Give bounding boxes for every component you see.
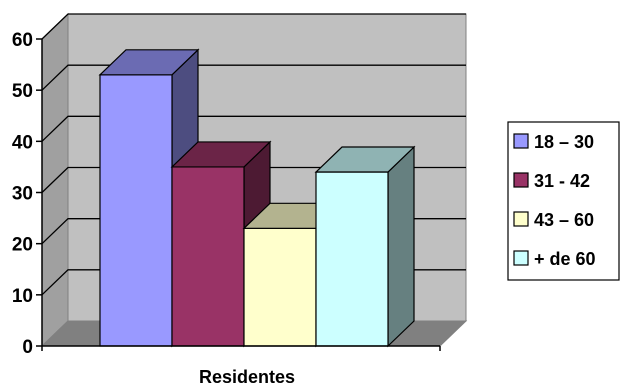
gridline xyxy=(41,13,466,40)
legend-label: 43 – 60 xyxy=(534,210,594,230)
bar-front-face xyxy=(315,171,389,347)
y-tick-label: 50 xyxy=(12,81,33,102)
legend-swatch xyxy=(513,133,529,149)
y-tick-label: 40 xyxy=(12,132,33,153)
bar-front-face xyxy=(171,166,245,347)
legend-item: + de 60 xyxy=(513,249,596,269)
legend-item: 18 – 30 xyxy=(513,132,594,152)
legend-swatch xyxy=(513,172,529,188)
legend-item: 43 – 60 xyxy=(513,210,594,230)
legend-label: 31 - 42 xyxy=(534,171,590,191)
category-label: Residentes xyxy=(199,367,295,387)
bar-4 xyxy=(314,145,416,348)
x-axis: Residentes xyxy=(41,345,441,387)
gridline xyxy=(41,115,466,142)
legend-swatch xyxy=(513,211,529,227)
bar-front-face xyxy=(243,227,317,347)
bar-top-face xyxy=(170,141,272,168)
bar-front-face xyxy=(99,74,173,347)
y-tick-label: 60 xyxy=(12,30,33,51)
y-tick-label: 20 xyxy=(12,235,33,256)
y-axis: 0 10 20 30 40 50 60 xyxy=(12,30,43,358)
legend-label: + de 60 xyxy=(534,249,596,269)
bar-top-face xyxy=(98,49,200,76)
bar-side-face xyxy=(387,145,415,348)
y-tick-label: 10 xyxy=(12,286,33,307)
legend: 18 – 30 31 - 42 43 – 60 + de 60 xyxy=(507,121,620,281)
legend-label: 18 – 30 xyxy=(534,132,594,152)
bar-top-face xyxy=(314,146,416,173)
legend-swatch xyxy=(513,250,529,266)
legend-item: 31 - 42 xyxy=(513,171,590,191)
y-tick-label: 0 xyxy=(22,337,33,358)
gridline xyxy=(41,64,466,91)
y-tick-label: 30 xyxy=(12,184,33,205)
bars xyxy=(98,48,416,348)
